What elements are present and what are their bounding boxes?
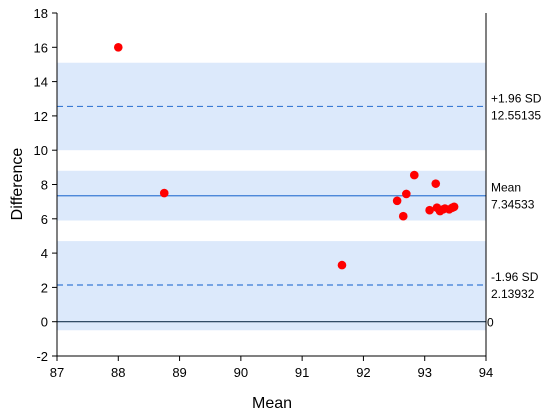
y-tick-label: 16 <box>34 40 48 55</box>
y-tick-label: 6 <box>41 212 48 227</box>
ref-label-upper: +1.96 SD <box>491 91 542 105</box>
x-tick-label: 91 <box>295 365 309 380</box>
y-tick-label: 10 <box>34 143 48 158</box>
data-point <box>392 196 402 206</box>
reference-labels: +1.96 SD 12.55135 Mean 7.34533 -1.96 SD 2.139… <box>487 91 542 329</box>
data-point <box>113 43 123 52</box>
y-tick-label: 14 <box>34 75 48 90</box>
data-point <box>425 205 434 215</box>
ref-value-lower: 2.13932 <box>491 287 535 301</box>
reference-lines <box>57 105 486 323</box>
x-tick-label: 87 <box>50 365 64 380</box>
y-tick-label: 4 <box>41 246 48 261</box>
ref-label-mean: Mean <box>491 181 521 195</box>
y-tick-label: 2 <box>41 280 48 295</box>
x-tick-label: 92 <box>356 365 370 380</box>
y-tick-label: 18 <box>34 6 48 21</box>
y-axis-title: Difference <box>9 148 26 221</box>
x-tick-label: 93 <box>417 365 431 380</box>
data-point <box>398 211 408 221</box>
y-tick-label: 0 <box>41 315 48 330</box>
ref-value-zero: 0 <box>487 316 494 330</box>
data-point <box>449 202 459 212</box>
x-tick-label: 88 <box>111 365 125 380</box>
x-tick-label: 89 <box>172 365 186 380</box>
data-points <box>113 43 459 270</box>
y-tick-label: 8 <box>41 178 48 193</box>
axes: -2 0 2 4 6 8 10 12 14 16 18 87 88 89 90 91 92 93 94 <box>34 6 494 380</box>
confidence-bands <box>57 62 486 331</box>
data-point <box>402 189 411 199</box>
ref-value-mean: 7.34533 <box>491 198 535 212</box>
data-point <box>159 188 169 198</box>
data-point <box>409 170 419 180</box>
x-axis-title: Mean <box>252 395 292 412</box>
data-point <box>337 260 347 270</box>
x-tick-label: 94 <box>479 365 493 380</box>
ref-label-lower: -1.96 SD <box>491 270 539 284</box>
band-lower <box>57 241 486 331</box>
data-point <box>431 179 441 188</box>
y-tick-label: 12 <box>34 109 48 124</box>
x-tick-label: 90 <box>234 365 248 380</box>
y-tick-label: -2 <box>36 349 48 364</box>
ref-value-upper: 12.55135 <box>491 108 541 122</box>
